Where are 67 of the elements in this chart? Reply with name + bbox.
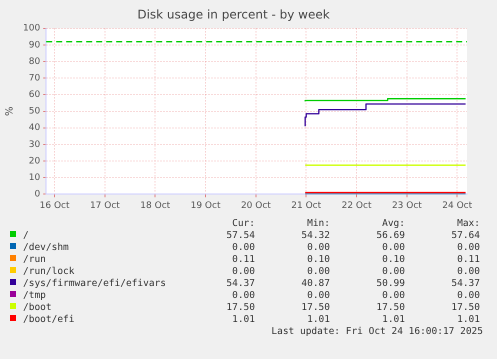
y-tick-label: 50 — [28, 106, 40, 117]
text: Avg: — [381, 218, 405, 230]
text: 0.00 — [306, 266, 330, 278]
text: 54.32 — [300, 230, 330, 242]
text: 0.00 — [231, 266, 255, 278]
text: Last update: Fri Oct 24 16:00:17 2025 — [270, 326, 483, 337]
y-tick-label: 0 — [34, 190, 40, 200]
text: 0.10 — [381, 254, 405, 266]
legend-label: /dev/shm — [22, 242, 70, 254]
x-tick-label: 18 Oct — [140, 200, 171, 211]
text: 0.00 — [456, 242, 480, 254]
x-tick-label: 22 Oct — [342, 200, 372, 211]
text: 57.54 — [225, 230, 255, 242]
text: 50.99 — [375, 278, 405, 290]
text: 17.50 — [450, 302, 480, 314]
text: 0.10 — [306, 254, 330, 266]
y-tick-label: 60 — [28, 90, 40, 100]
text: 54.37 — [225, 278, 255, 290]
x-tick-label: 20 Oct — [240, 200, 272, 211]
text: 0.11 — [231, 254, 255, 266]
x-tick-label: 23 Oct — [392, 200, 422, 211]
text: 0.11 — [456, 254, 480, 266]
legend-label: /tmp — [22, 290, 47, 302]
y-tick-label: 30 — [28, 140, 40, 150]
y-tick-label: 90 — [28, 40, 40, 50]
text: 17.50 — [375, 302, 405, 314]
y-tick-label: 80 — [28, 56, 40, 67]
y-tick-label: 70 — [28, 73, 40, 84]
y-tick-label: 100 — [22, 24, 40, 34]
x-tick-label: 21 Oct — [291, 200, 322, 211]
text: 56.69 — [375, 230, 405, 242]
x-tick-label: 16 Oct — [40, 200, 70, 211]
text: 1.01 — [231, 314, 255, 326]
legend-label: /boot — [22, 302, 53, 314]
y-tick-label: 10 — [28, 172, 40, 183]
x-tick-label: 19 Oct — [190, 200, 221, 211]
legend-label: / — [22, 230, 30, 242]
text: 57.64 — [450, 230, 480, 242]
text: 0.00 — [456, 266, 480, 278]
y-axis-title: % — [4, 106, 16, 116]
text: 0.00 — [381, 242, 405, 254]
legend-label: /boot/efi — [22, 314, 76, 326]
x-tick-label: 24 Oct — [442, 200, 473, 211]
text: 17.50 — [225, 302, 255, 314]
legend-label: /run/lock — [22, 266, 76, 278]
text: Min: — [306, 218, 330, 230]
text: Cur: — [231, 218, 255, 230]
text: 0.00 — [231, 290, 255, 302]
text: 0.00 — [231, 242, 255, 254]
text: 0.00 — [456, 290, 480, 302]
x-tick-label: 17 Oct — [90, 200, 120, 211]
y-tick-label: 40 — [28, 123, 40, 134]
text: 1.01 — [381, 314, 405, 326]
text: 0.00 — [306, 242, 330, 254]
text: 40.87 — [300, 278, 330, 290]
text: 54.37 — [450, 278, 480, 290]
text: 0.00 — [381, 290, 405, 302]
legend-label: /run — [22, 254, 47, 266]
text: 17.50 — [300, 302, 330, 314]
legend-label: /sys/firmware/efi/efivars — [22, 278, 167, 290]
chart-title: Disk usage in percent - by week — [137, 7, 330, 22]
text: Max: — [456, 218, 480, 230]
text: 1.01 — [456, 314, 480, 326]
text: 0.00 — [381, 266, 405, 278]
text: 0.00 — [306, 290, 330, 302]
y-tick-label: 20 — [28, 156, 40, 166]
text: 1.01 — [306, 314, 330, 326]
